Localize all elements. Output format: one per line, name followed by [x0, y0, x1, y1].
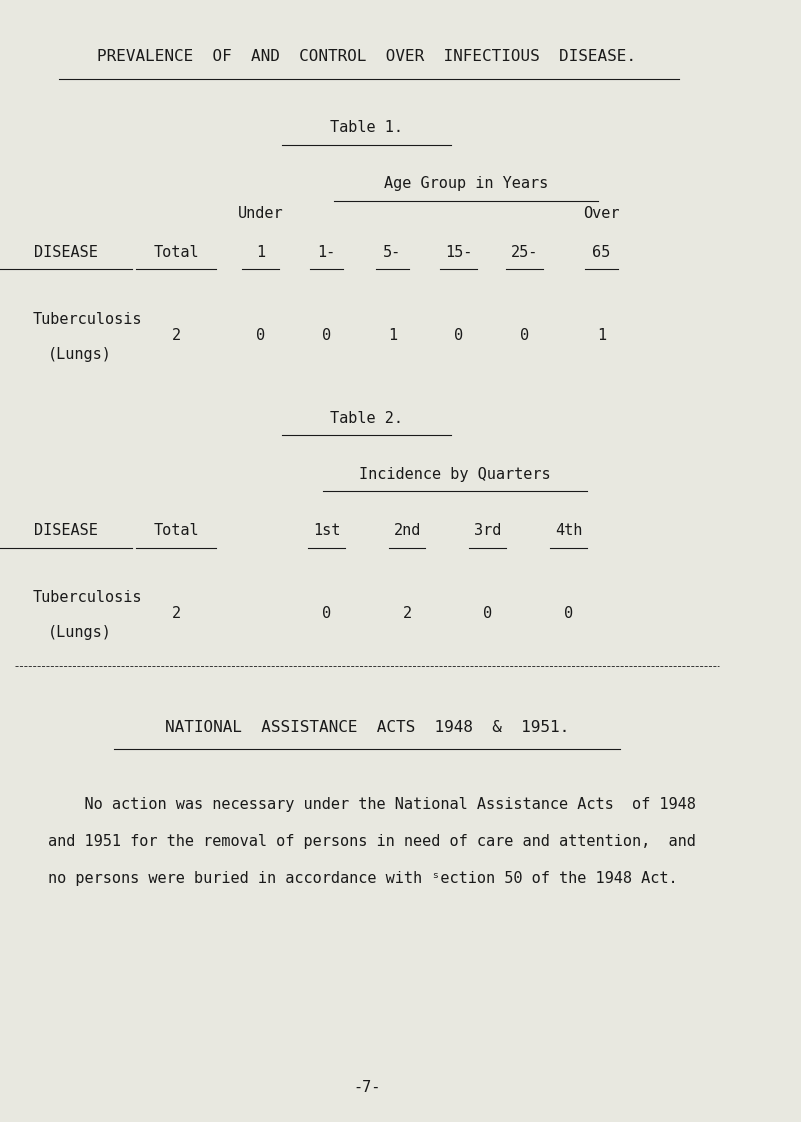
Text: (Lungs): (Lungs): [48, 625, 111, 640]
Text: 0: 0: [322, 328, 331, 342]
Text: 1: 1: [256, 245, 265, 259]
Text: Total: Total: [153, 245, 199, 259]
Text: 2: 2: [171, 606, 180, 620]
Text: PREVALENCE  OF  AND  CONTROL  OVER  INFECTIOUS  DISEASE.: PREVALENCE OF AND CONTROL OVER INFECTIOU…: [97, 49, 636, 64]
Text: 5-: 5-: [384, 245, 401, 259]
Text: NATIONAL  ASSISTANCE  ACTS  1948  &  1951.: NATIONAL ASSISTANCE ACTS 1948 & 1951.: [165, 720, 569, 735]
Text: Table 1.: Table 1.: [330, 120, 403, 135]
Text: no persons were buried in accordance with ˢection 50 of the 1948 Act.: no persons were buried in accordance wit…: [48, 871, 678, 885]
Text: 0: 0: [564, 606, 573, 620]
Text: 3rd: 3rd: [474, 523, 501, 537]
Text: DISEASE: DISEASE: [34, 245, 98, 259]
Text: Age Group in Years: Age Group in Years: [384, 176, 548, 191]
Text: 15-: 15-: [445, 245, 472, 259]
Text: 0: 0: [322, 606, 331, 620]
Text: 2nd: 2nd: [393, 523, 421, 537]
Text: 0: 0: [520, 328, 529, 342]
Text: 0: 0: [256, 328, 265, 342]
Text: 1: 1: [388, 328, 397, 342]
Text: Tuberculosis: Tuberculosis: [33, 590, 143, 605]
Text: 4th: 4th: [555, 523, 582, 537]
Text: 0: 0: [483, 606, 493, 620]
Text: 0: 0: [454, 328, 463, 342]
Text: 1st: 1st: [312, 523, 340, 537]
Text: Total: Total: [153, 523, 199, 537]
Text: 65: 65: [593, 245, 610, 259]
Text: 1: 1: [597, 328, 606, 342]
Text: 25-: 25-: [511, 245, 538, 259]
Text: DISEASE: DISEASE: [34, 523, 98, 537]
Text: Over: Over: [583, 206, 620, 221]
Text: 2: 2: [403, 606, 412, 620]
Text: -7-: -7-: [353, 1080, 380, 1095]
Text: (Lungs): (Lungs): [48, 347, 111, 361]
Text: Table 2.: Table 2.: [330, 411, 403, 425]
Text: and 1951 for the removal of persons in need of care and attention,  and: and 1951 for the removal of persons in n…: [48, 834, 695, 848]
Text: Incidence by Quarters: Incidence by Quarters: [359, 467, 550, 481]
Text: Tuberculosis: Tuberculosis: [33, 312, 143, 327]
Text: 1-: 1-: [317, 245, 336, 259]
Text: No action was necessary under the National Assistance Acts  of 1948: No action was necessary under the Nation…: [48, 797, 695, 811]
Text: Under: Under: [238, 206, 284, 221]
Text: 2: 2: [171, 328, 180, 342]
